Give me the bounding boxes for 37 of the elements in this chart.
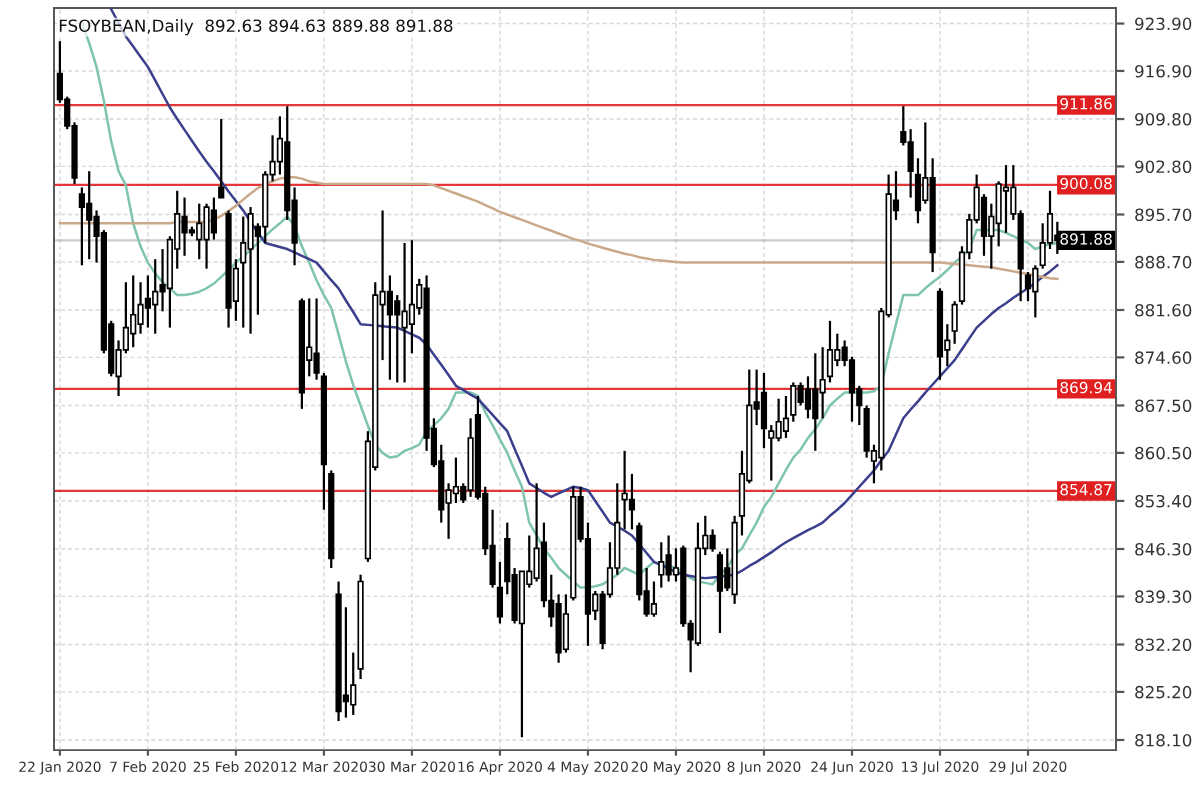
candlestick: [247, 205, 254, 335]
candlestick: [196, 202, 203, 261]
y-tick-label: 839.30: [1135, 590, 1192, 603]
y-tick-label: 846.30: [1135, 542, 1192, 556]
y-tick-label: 916.90: [1135, 64, 1192, 78]
candlestick: [210, 196, 217, 241]
y-tick-label: 888.70: [1135, 255, 1192, 269]
candlestick: [658, 541, 665, 589]
candlestick: [203, 202, 210, 270]
y-tick-label: 867.50: [1135, 399, 1192, 413]
y-tick-label: 874.60: [1135, 351, 1192, 364]
y-tick-label: 923.90: [1135, 17, 1192, 31]
candlestick: [218, 117, 225, 199]
candlestick: [804, 375, 812, 420]
y-tick-label: 895.70: [1135, 208, 1192, 222]
y-tick-label: 853.40: [1135, 494, 1192, 508]
y-tick-label: 902.80: [1135, 160, 1192, 173]
candlestick: [1002, 163, 1010, 234]
candlestick: [650, 580, 658, 618]
candlestick: [665, 534, 672, 583]
candlestick: [401, 241, 408, 384]
candlestick: [1032, 264, 1039, 319]
candlestick: [86, 170, 93, 261]
y-tick-label: 881.60: [1135, 303, 1192, 317]
candlestick: [181, 196, 188, 257]
candlestick: [709, 528, 716, 553]
y-tick-label: 825.20: [1135, 685, 1192, 699]
text: FSOYBEAN,Daily 892.63 894.63 889.88 891.88: [59, 19, 453, 36]
y-tick-label: 818.10: [1135, 733, 1192, 747]
candlestick: [775, 397, 782, 443]
y-tick-label: 860.50: [1135, 446, 1192, 460]
y-tick-label: 832.20: [1135, 638, 1192, 652]
candlestick: [240, 215, 247, 329]
candlestick: [716, 550, 724, 635]
y-tick-label: 909.80: [1135, 112, 1192, 126]
candlestick: [812, 352, 819, 452]
candlestick: [130, 274, 137, 349]
